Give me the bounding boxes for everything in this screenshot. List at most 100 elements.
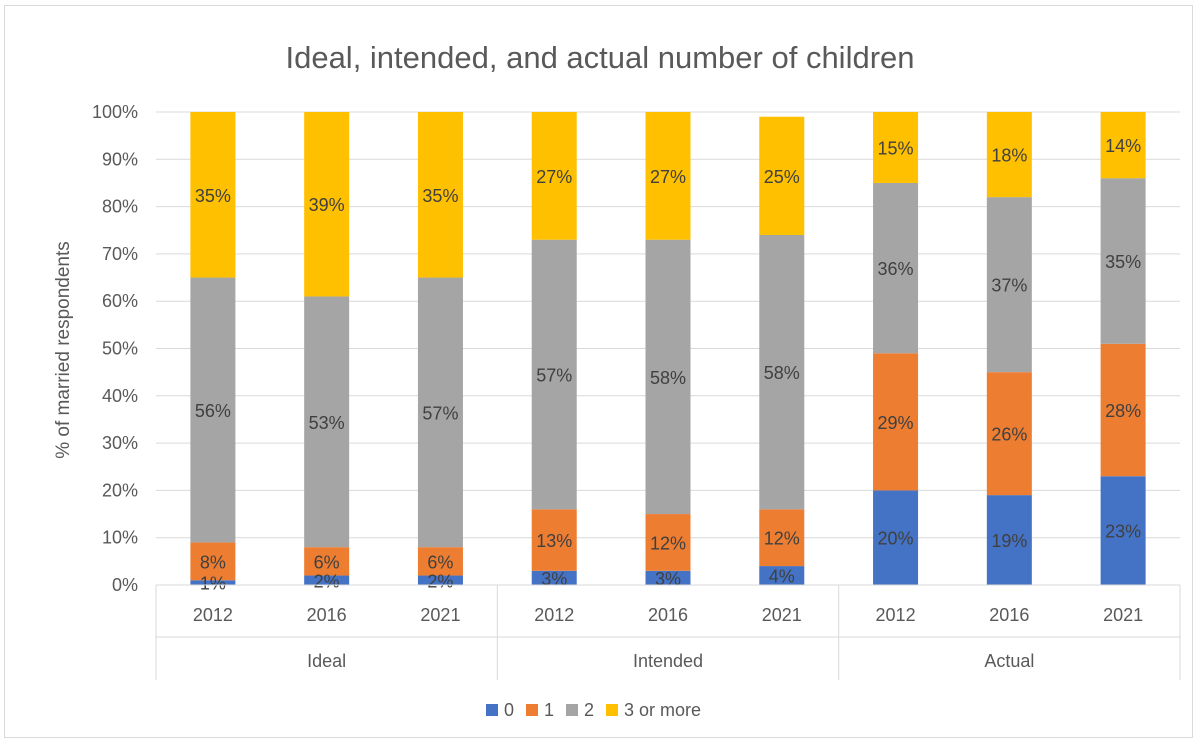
y-tick-label: 60% (102, 291, 138, 311)
bar-segment-0 (531, 570, 577, 585)
data-label: 3% (541, 569, 567, 589)
bar-segment-3-or-more (873, 112, 919, 183)
bar-segment-3-or-more (417, 112, 463, 278)
data-label: 28% (1105, 401, 1141, 421)
bar-segment-1 (1100, 343, 1146, 477)
y-tick-label: 50% (102, 339, 138, 359)
bar-segment-3-or-more (1100, 112, 1146, 179)
data-label: 12% (650, 533, 686, 553)
data-label: 58% (764, 363, 800, 383)
data-label: 15% (878, 138, 914, 158)
bar-segment-2 (759, 234, 805, 510)
bar-segment-0 (759, 566, 805, 585)
data-label: 12% (764, 529, 800, 549)
data-label: 27% (536, 167, 572, 187)
legend-label: 0 (504, 700, 514, 720)
data-label: 1% (200, 574, 226, 594)
bar-segment-2 (190, 277, 236, 543)
data-label: 57% (422, 403, 458, 423)
bar-segment-3-or-more (986, 112, 1032, 198)
x-tick-label: 2012 (534, 605, 574, 625)
x-tick-label: 2021 (762, 605, 802, 625)
bar-segment-0 (645, 570, 691, 585)
legend-swatch (486, 704, 498, 716)
bar-segment-3-or-more (645, 112, 691, 240)
y-tick-label: 40% (102, 386, 138, 406)
bar-segment-1 (873, 353, 919, 491)
x-group-label: Actual (984, 651, 1034, 671)
data-labels: 1%8%56%35%2%6%53%39%2%6%57%35%3%13%57%27… (195, 136, 1141, 594)
data-label: 19% (991, 531, 1027, 551)
bar-segment-2 (986, 197, 1032, 373)
legend-swatch (606, 704, 618, 716)
bar-segment-0 (417, 575, 463, 585)
legend: 0 1 2 3 or more (486, 700, 701, 720)
y-axis-ticks: 0% 10% 20% 30% 40% 50% 60% 70% 80% 90% 100% (92, 102, 138, 595)
bar-segment-0 (873, 490, 919, 585)
x-axis: 2012 2016 2021 2012 2016 2021 2012 2016 2021 Idea… (155, 584, 1181, 680)
bar-segment-2 (417, 277, 463, 548)
legend-label: 3 or more (624, 700, 701, 720)
data-label: 35% (1105, 252, 1141, 272)
bar-segment-0 (190, 580, 236, 585)
data-label: 20% (878, 529, 914, 549)
y-tick-label: 10% (102, 528, 138, 548)
data-label: 57% (536, 366, 572, 386)
bar-segment-2 (1100, 178, 1146, 344)
data-label: 29% (878, 413, 914, 433)
data-label: 39% (309, 195, 345, 215)
bar-segment-3-or-more (190, 112, 236, 278)
bar-segment-1 (531, 509, 577, 571)
x-tick-label: 2016 (307, 605, 347, 625)
data-label: 27% (650, 167, 686, 187)
bar-segment-2 (873, 182, 919, 354)
bar-segment-2 (531, 239, 577, 510)
data-label: 26% (991, 425, 1027, 445)
bar-segment-0 (304, 575, 350, 585)
y-tick-label: 100% (92, 102, 138, 122)
bar-segment-1 (190, 542, 236, 581)
data-label: 35% (422, 186, 458, 206)
bar-segment-1 (986, 372, 1032, 496)
x-tick-label: 2012 (193, 605, 233, 625)
bar-segment-3-or-more (304, 112, 350, 297)
data-label: 18% (991, 146, 1027, 166)
data-label: 53% (309, 413, 345, 433)
y-tick-label: 30% (102, 433, 138, 453)
data-label: 37% (991, 276, 1027, 296)
y-tick-label: 90% (102, 149, 138, 169)
data-label: 25% (764, 167, 800, 187)
data-label: 14% (1105, 136, 1141, 156)
y-tick-label: 70% (102, 244, 138, 264)
bar-segment-2 (645, 239, 691, 515)
legend-label: 1 (544, 700, 554, 720)
data-label: 13% (536, 531, 572, 551)
data-label: 6% (427, 552, 453, 572)
legend-label: 2 (584, 700, 594, 720)
data-label: 56% (195, 401, 231, 421)
x-tick-label: 2016 (989, 605, 1029, 625)
data-label: 2% (314, 571, 340, 591)
bar-segment-1 (759, 509, 805, 567)
x-tick-label: 2021 (420, 605, 460, 625)
x-tick-label: 2016 (648, 605, 688, 625)
legend-swatch (526, 704, 538, 716)
bar-segment-0 (1100, 476, 1146, 585)
bar-segment-0 (986, 495, 1032, 585)
bar-segment-2 (304, 296, 350, 548)
y-tick-label: 80% (102, 197, 138, 217)
y-axis-label: % of married respondents (53, 241, 74, 459)
data-label: 36% (878, 259, 914, 279)
chart-title: Ideal, intended, and actual number of ch… (285, 40, 914, 75)
data-label: 6% (314, 552, 340, 572)
data-label: 2% (427, 571, 453, 591)
data-label: 23% (1105, 522, 1141, 542)
bar-segment-1 (304, 547, 350, 576)
y-tick-label: 20% (102, 480, 138, 500)
x-tick-label: 2021 (1103, 605, 1143, 625)
x-tick-label: 2012 (876, 605, 916, 625)
bar-segment-1 (645, 514, 691, 571)
x-group-label: Intended (633, 651, 703, 671)
bar-segment-3-or-more (759, 116, 805, 235)
